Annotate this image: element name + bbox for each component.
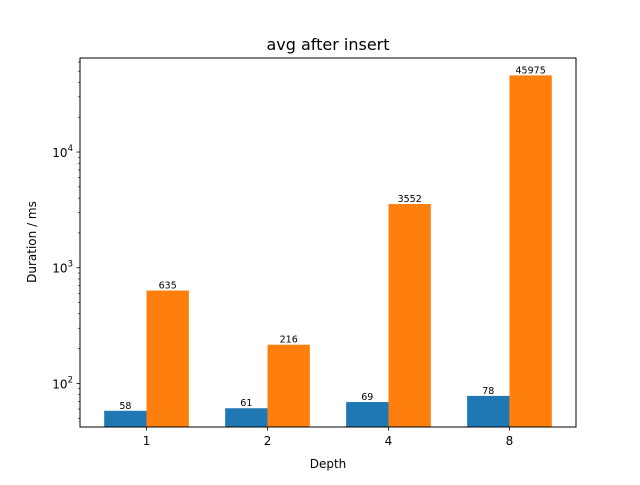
plot-frame [79, 57, 577, 428]
bar-value-label: 635 [159, 281, 177, 292]
bar-series2-depth-4 [388, 204, 431, 427]
x-tick-label: 8 [506, 434, 514, 448]
bar-series1-depth-2 [225, 408, 268, 427]
bar-series1-depth-1 [104, 410, 147, 427]
bar-value-label: 216 [280, 335, 298, 346]
ticks-layer: 1 2 4 8 102 103 104 [52, 61, 514, 448]
bar-value-label: 3552 [398, 194, 422, 205]
chart-title: avg after insert [266, 35, 389, 54]
bar-value-label: 61 [240, 398, 252, 409]
x-tick-label: 4 [385, 434, 393, 448]
x-tick-label: 1 [143, 434, 151, 448]
bars-layer: 58 61 69 78 635 216 3552 45975 [104, 65, 552, 428]
bar-value-label: 69 [361, 392, 373, 403]
bar-series2-depth-2 [267, 344, 310, 427]
bar-value-label: 78 [482, 386, 494, 397]
y-tick-label: 104 [52, 144, 73, 160]
bar-value-label: 58 [119, 401, 131, 412]
y-tick-label: 102 [52, 375, 73, 391]
y-axis-label: Duration / ms [25, 201, 39, 283]
x-tick-label: 2 [264, 434, 272, 448]
bar-series1-depth-4 [346, 402, 389, 427]
bar-value-label: 45975 [516, 65, 546, 76]
bar-series2-depth-8 [509, 75, 552, 428]
bar-series2-depth-1 [146, 290, 189, 427]
x-axis-label: Depth [310, 457, 347, 471]
bar-series1-depth-8 [467, 395, 510, 427]
y-tick-label: 103 [52, 260, 73, 276]
